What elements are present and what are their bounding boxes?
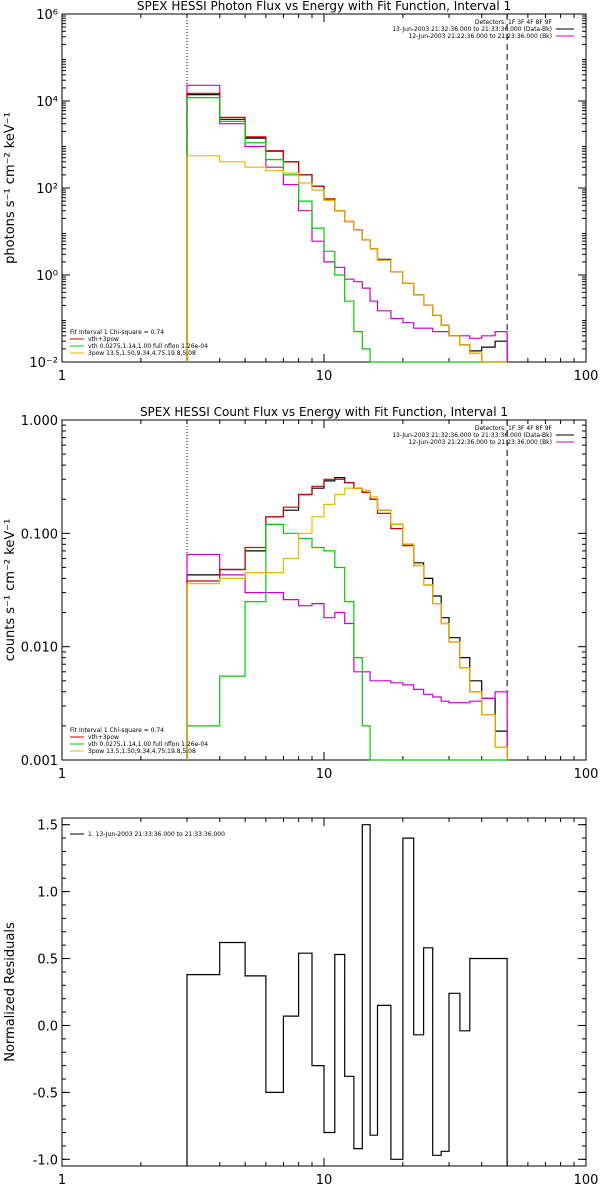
series-line-5 — [186, 155, 508, 363]
series-line-4 — [186, 523, 508, 761]
residual-legend-text: 1. 13-Jun-2003 21:33:36.000 to 21:33:36.… — [88, 831, 225, 838]
x-tick-label: 10 — [316, 767, 333, 782]
y-tick-label: 0.100 — [21, 527, 58, 542]
x-tick-label: 100 — [574, 1173, 599, 1188]
info-text: 13-Jun-2003 21:32:36.000 to 21:33:36.000… — [392, 26, 552, 33]
fit-legend-text: vth+3pow — [88, 734, 119, 741]
x-tick-label: 100 — [574, 767, 599, 782]
series-line-2 — [186, 553, 508, 760]
info-text: Detectors: 1F 3F 4F 8F 9F — [475, 425, 553, 432]
y-tick-label: 0.001 — [21, 754, 58, 769]
fit-legend-text: 3pow 13.5,1.50,9.34,4.75,19.8,5.08 — [88, 350, 196, 357]
x-tick-label: 1 — [58, 369, 66, 384]
y-tick-label: 0.5 — [37, 953, 58, 968]
series-line-5 — [186, 487, 508, 760]
x-tick-label: 100 — [574, 369, 599, 384]
fit-legend-text: vth 0.0275,1.14,1.00 full nflon 1.26e-04 — [88, 741, 208, 748]
series-line-3 — [186, 478, 508, 760]
y-tick-label: 0.0 — [37, 1019, 58, 1034]
info-text: 12-Jun-2003 21:22:36.000 to 21:23:36.000… — [409, 33, 552, 40]
chart-1: SPEX HESSI Photon Flux vs Energy with Fi… — [3, 0, 598, 384]
series-line-1 — [186, 824, 508, 1166]
fit-legend-text: vth 0.0275,1.14,1.00 full nflon 1.26e-04 — [88, 343, 208, 350]
fit-info-text: Fit Interval 1 Chi-square = 0.74 — [70, 727, 164, 734]
info-text: 12-Jun-2003 21:22:36.000 to 21:23:36.000… — [409, 439, 552, 446]
y-axis-label: counts s⁻¹ cm⁻² keV⁻¹ — [3, 519, 18, 662]
x-tick-label: 1 — [58, 767, 66, 782]
series-line-1 — [186, 94, 508, 362]
chart-title: SPEX HESSI Count Flux vs Energy with Fit… — [140, 405, 508, 419]
info-text: 13-Jun-2003 21:32:36.000 to 21:33:36.000… — [392, 432, 552, 439]
series-line-1 — [186, 477, 508, 760]
y-tick-label: 10² — [36, 182, 58, 197]
y-tick-label: 10⁶ — [36, 8, 58, 23]
x-tick-label: 1 — [58, 1173, 66, 1188]
x-tick-label: 10 — [316, 369, 333, 384]
y-tick-label: -1.0 — [33, 1153, 58, 1168]
y-tick-label: -0.5 — [33, 1086, 58, 1101]
x-tick-label: 10 — [316, 1173, 333, 1188]
y-axis-label: Normalized Residuals — [3, 922, 18, 1062]
y-tick-label: 10⁴ — [36, 95, 58, 110]
series-line-3 — [186, 92, 508, 363]
y-tick-label: 1.000 — [21, 414, 58, 429]
info-text: Detectors: 1F 3F 4F 8F 9F — [475, 19, 553, 26]
fit-legend-text: vth+3pow — [88, 336, 119, 343]
y-axis-label: photons s⁻¹ cm⁻² keV⁻¹ — [3, 112, 18, 264]
series-line-4 — [186, 97, 508, 363]
chart-title: SPEX HESSI Photon Flux vs Energy with Fi… — [137, 0, 511, 13]
y-tick-label: 1.5 — [37, 819, 58, 834]
series-line-2 — [186, 84, 508, 362]
fit-legend-text: 3pow 13.5,1.50,9.34,4.75,19.8,5.08 — [88, 748, 196, 755]
y-tick-label: 10⁻² — [29, 356, 58, 371]
chart-2: SPEX HESSI Count Flux vs Energy with Fit… — [3, 405, 598, 782]
fit-info-text: Fit Interval 1 Chi-square = 0.74 — [70, 329, 164, 336]
y-tick-label: 1.0 — [37, 886, 58, 901]
y-tick-label: 0.010 — [21, 641, 58, 656]
y-tick-label: 10⁰ — [36, 269, 58, 284]
chart-3: Normalized Residuals 1 10 100 -1.0 -0.5 0.0 0.5… — [3, 817, 599, 1188]
